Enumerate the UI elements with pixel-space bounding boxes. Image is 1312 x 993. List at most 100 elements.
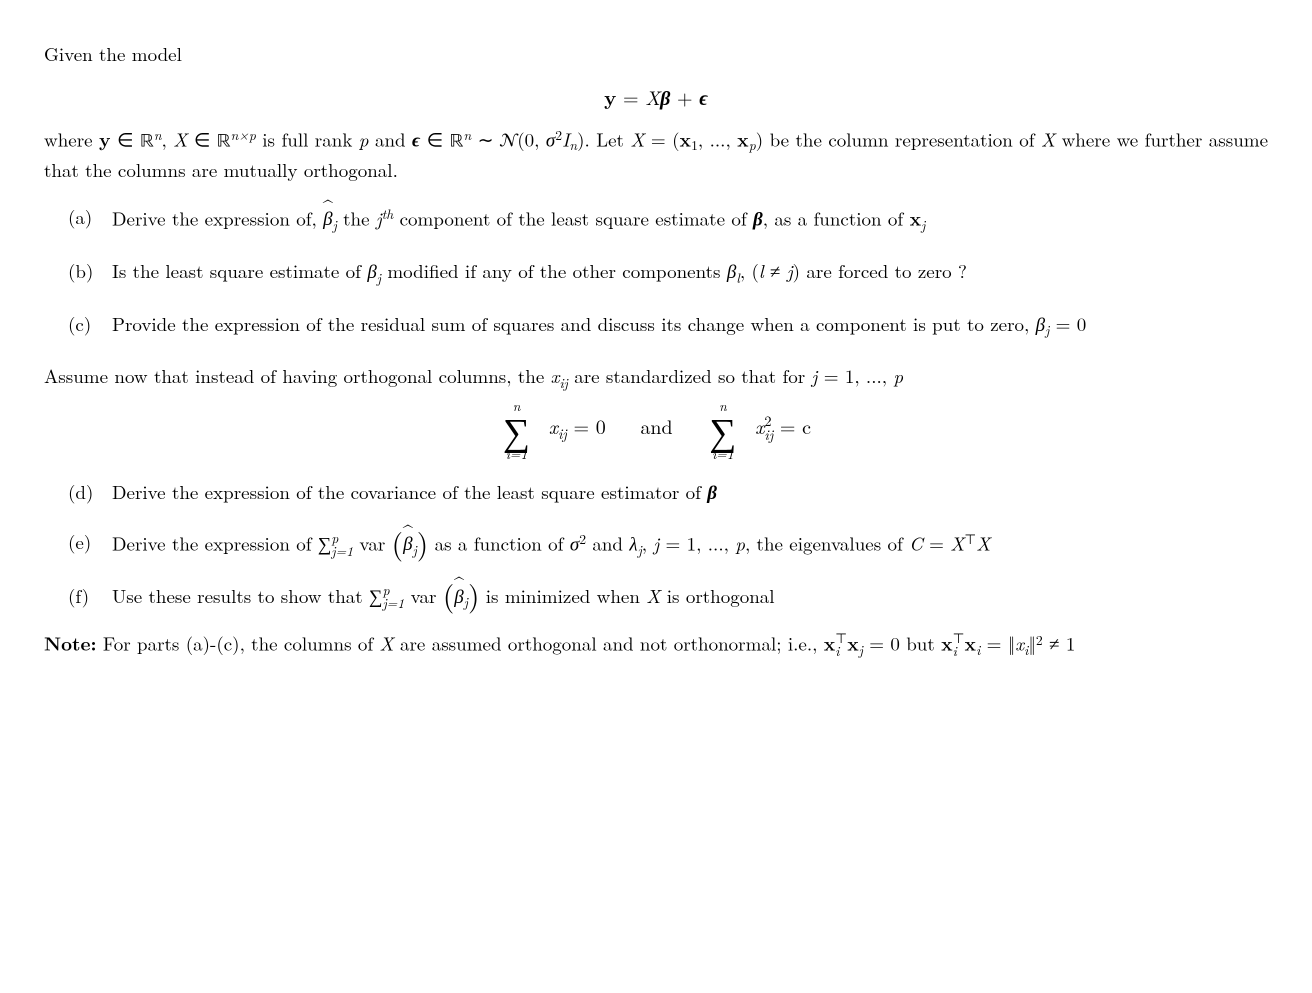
text: = 1, ...,	[817, 362, 893, 389]
vec-x: x	[680, 124, 692, 152]
intro-line-2: where y ∈ ℝn, X ∈ ℝn×p is full rank p an…	[44, 124, 1268, 184]
sub-j: j	[464, 592, 468, 611]
text: as a function of	[435, 529, 570, 556]
var-j: j	[376, 204, 382, 231]
item-body-c: Provide the expression of the residual s…	[112, 310, 1268, 341]
inline-sum: ∑	[318, 529, 332, 556]
lambda: λ	[629, 529, 637, 556]
item-body-b: Is the least square estimate of βj modif…	[112, 257, 1268, 288]
xij: x	[549, 411, 558, 440]
vec-x: x	[910, 203, 922, 231]
text: ,	[162, 125, 174, 152]
text: ≠ 1	[1049, 630, 1075, 657]
text: = (	[651, 125, 680, 152]
vec-x: x	[824, 629, 836, 657]
sub-1: 1	[691, 135, 698, 154]
item-a: (a) Derive the expression of, βj the jth…	[44, 203, 1268, 235]
sup-2: 2	[579, 529, 586, 548]
text: ∈	[117, 125, 140, 152]
text: )	[577, 125, 584, 152]
text: Given the model	[44, 40, 182, 67]
text	[745, 411, 755, 440]
text: = 1, ...,	[659, 529, 735, 556]
sum-2: n ∑ i=1	[709, 399, 736, 460]
text: be the column representation of	[770, 125, 1041, 152]
text: = 0	[869, 630, 900, 657]
sub-j: j	[377, 268, 381, 287]
sub-sup-ij2: 2ij	[764, 415, 773, 442]
text: . Let	[585, 125, 631, 152]
vec-y: y	[604, 82, 616, 111]
text: Is the least square estimate of	[112, 257, 367, 284]
sub-j: j	[333, 215, 337, 234]
text: and	[640, 411, 679, 440]
text: ∼	[478, 125, 500, 152]
text: Provide the expression of the residual s…	[112, 310, 1036, 337]
item-b: (b) Is the least square estimate of βj m…	[44, 257, 1268, 288]
sup-n: n	[463, 125, 471, 144]
text: is full rank	[262, 125, 359, 152]
mid-paragraph: Assume now that instead of having orthog…	[44, 362, 1268, 393]
text: modified if any of the other components	[387, 257, 727, 284]
vec-eps: ϵ	[412, 124, 420, 152]
mat-X: X	[645, 82, 660, 111]
item-label-e: (e)	[68, 528, 112, 560]
text: Derive the expression of the covariance …	[112, 478, 707, 505]
problem-list-2: (d) Derive the expression of the covaria…	[44, 478, 1268, 612]
equation-standardize: n ∑ i=1 xij = 0 and n ∑ i=1 x2ij = c	[44, 399, 1268, 460]
reals: ℝ	[140, 132, 154, 151]
inline-sum: ∑	[369, 582, 383, 609]
item-label-f: (f)	[68, 582, 112, 613]
sub-j: j	[413, 540, 417, 559]
note-label: Note:	[44, 629, 97, 657]
text: = 0	[574, 411, 606, 440]
sigma-icon: ∑	[503, 413, 530, 447]
mat-X: X	[173, 125, 187, 152]
sub-l: l	[736, 268, 740, 287]
vec-x: x	[941, 629, 953, 657]
sub-j: j	[859, 640, 863, 659]
mat-X: X	[380, 630, 394, 657]
sup-T: ⊤	[964, 529, 976, 548]
vec-y: y	[99, 124, 111, 152]
text: (0,	[517, 125, 546, 152]
var-p: p	[359, 125, 369, 152]
sup-2: 2	[555, 125, 562, 144]
item-body-d: Derive the expression of the covariance …	[112, 478, 1268, 506]
text: ∈	[187, 125, 216, 152]
beta-hat: β	[403, 529, 412, 557]
text: is orthogonal	[667, 582, 775, 609]
text: Derive the expression of,	[112, 204, 323, 231]
and-text: and	[640, 411, 672, 440]
sub-n: n	[569, 135, 577, 154]
mat-X: X	[646, 582, 660, 609]
sigma: σ	[546, 125, 555, 152]
item-label-a: (a)	[68, 203, 112, 235]
item-body-a: Derive the expression of, βj the jth com…	[112, 203, 1268, 235]
var-text: var	[411, 582, 443, 609]
reals: ℝ	[450, 132, 464, 151]
item-c: (c) Provide the expression of the residu…	[44, 310, 1268, 341]
sum-limits: pj=1	[331, 531, 353, 557]
note-paragraph: Note: For parts (a)-(c), the columns of …	[44, 628, 1268, 660]
text: are standardized so that for	[574, 362, 811, 389]
text: but	[900, 630, 941, 657]
item-f: (f) Use these results to show that ∑pj=1…	[44, 582, 1268, 613]
sub-i: i	[976, 640, 980, 659]
text: ,	[642, 529, 654, 556]
beta-j: β	[367, 257, 376, 284]
sub-ij: ij	[558, 424, 567, 444]
sum-1: n ∑ i=1	[503, 399, 530, 460]
vec-beta: β	[660, 83, 670, 112]
text: For parts (a)-(c), the columns of	[97, 630, 380, 657]
vec-beta: β	[707, 477, 717, 505]
sigma-icon: ∑	[709, 413, 736, 447]
text: Derive the expression of	[112, 529, 318, 556]
vec-eps: ϵ	[699, 83, 708, 112]
text: are forced to zero ?	[806, 257, 967, 284]
beta-hat: β	[323, 204, 332, 232]
equation-model: y = Xβ + ϵ	[44, 82, 1268, 112]
normal-N: 𝒩	[500, 132, 517, 151]
text: Use these results to show that	[112, 582, 369, 609]
xij: x	[755, 411, 764, 440]
